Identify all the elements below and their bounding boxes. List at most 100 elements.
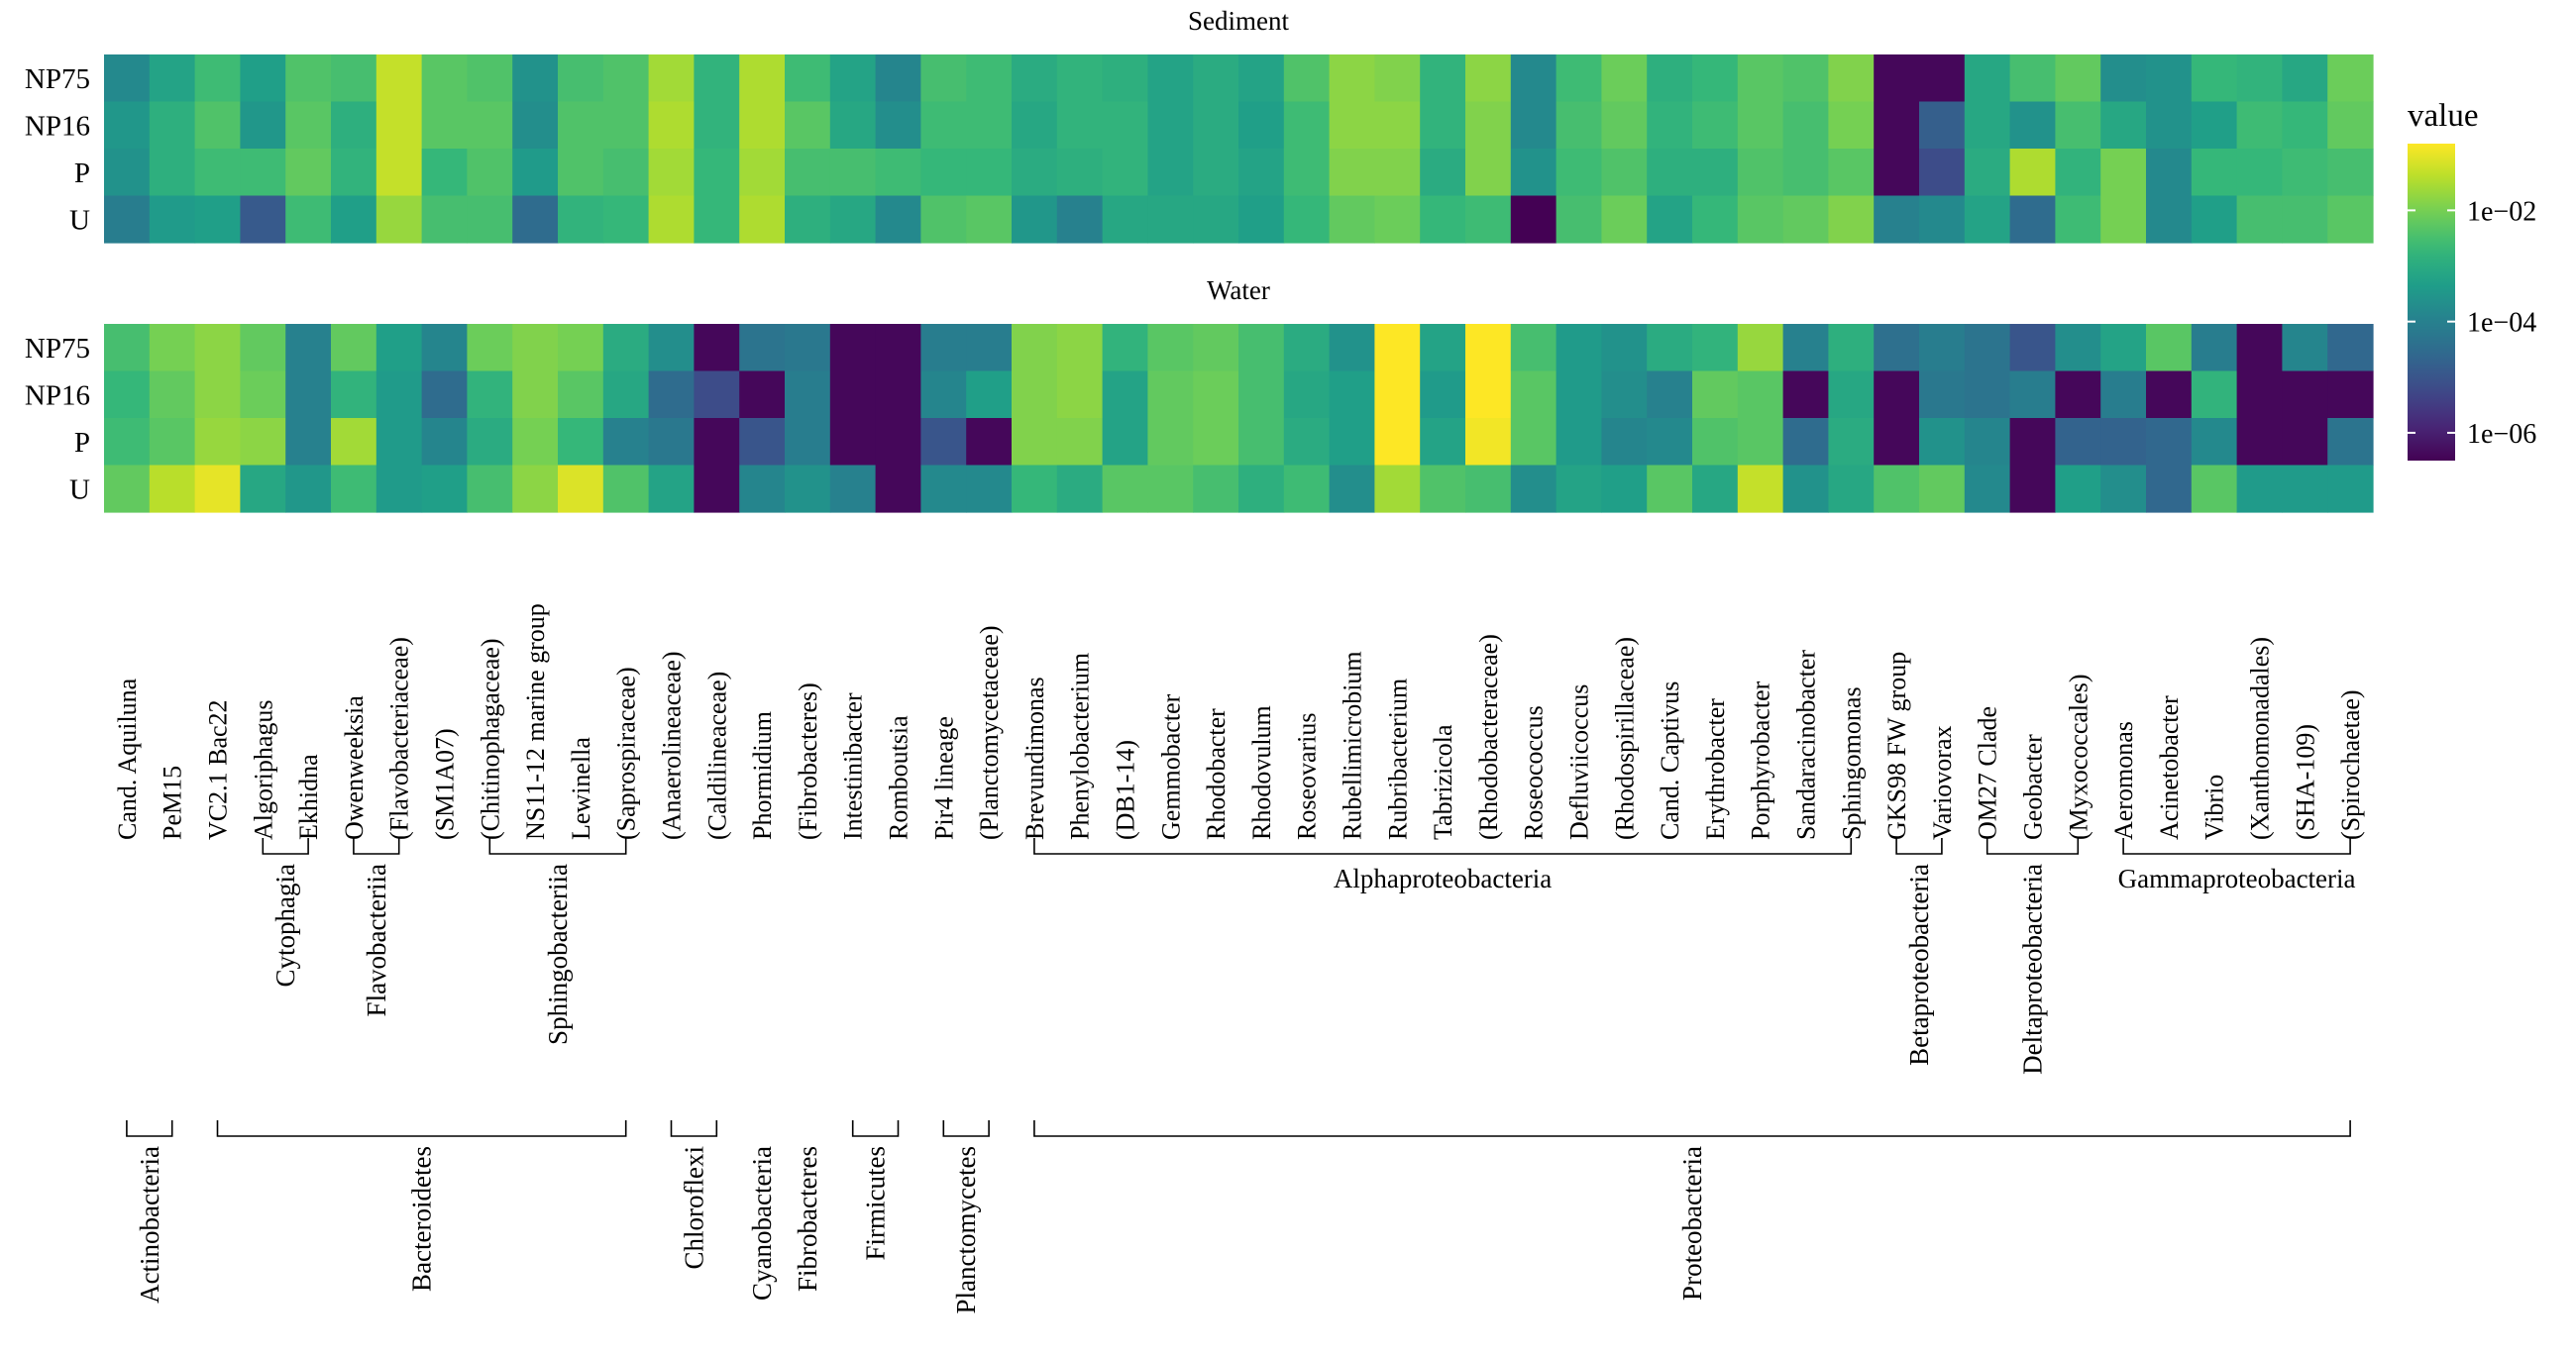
heatmap-cell [602,370,650,419]
heatmap-cell [1056,465,1104,513]
colorbar-tick-label: 1e−06 [2467,419,2536,450]
heatmap-cell [1647,101,1693,150]
heatmap-cell [1465,101,1512,150]
group-bracket: Betaproteobacteria [1895,838,1943,1066]
heatmap-cell [1012,324,1058,372]
heatmap-cell [1147,465,1194,513]
heatmap-cell [1012,101,1058,150]
heatmap-cell [1193,418,1239,467]
heatmap-cell [1556,418,1602,467]
heatmap-cell [829,101,877,150]
heatmap-cell [1420,101,1466,150]
heatmap-cell [421,465,468,513]
heatmap-cell [1102,324,1148,372]
heatmap-cell [1420,465,1466,513]
phylum-bracket: Fibrobacteres [793,1146,822,1292]
heatmap-cell [1420,370,1466,419]
group-bracket: Deltaproteobacteria [1986,838,2080,1075]
heatmap-cell [1919,54,1966,103]
heatmap-cell [421,324,468,372]
heatmap-cell [285,149,332,197]
heatmap-cell [966,370,1013,419]
heatmap-cell [104,149,151,197]
heatmap-cell [1238,101,1285,150]
heatmap-cell [602,54,650,103]
heatmap-cell [512,54,559,103]
column-label: (Chitinophagaceae) [476,638,504,840]
heatmap-cell [1147,195,1194,244]
heatmap-cell [1238,324,1285,372]
heatmap-cell [2191,101,2238,150]
heatmap-cell [2146,149,2193,197]
heatmap-cell [1737,54,1784,103]
heatmap-cell [331,418,377,467]
phylum-label: Fibrobacteres [793,1146,822,1292]
column-label: NS11-12 marine group [521,603,550,840]
heatmap-cell [194,101,241,150]
heatmap-cell [1147,101,1194,150]
heatmap-cell [2191,465,2238,513]
heatmap-cell [1420,418,1466,467]
heatmap-cell [467,101,513,150]
group-label: Cytophagia [270,864,300,987]
heatmap-cell [1964,370,2011,419]
heatmap-cell [1510,149,1557,197]
heatmap-cell [104,101,151,150]
heatmap-cell [512,324,559,372]
heatmap-cell [331,54,377,103]
heatmap-cell [739,149,786,197]
heatmap-cell [739,54,786,103]
heatmap-cell [1193,54,1239,103]
heatmap-cell [512,418,559,467]
heatmap-cell [149,101,196,150]
column-label: (DB1-14) [1112,740,1140,840]
phylum-bracket: Cyanobacteria [747,1146,777,1301]
heatmap-cell [1874,418,1920,467]
heatmap-cell [1874,465,1920,513]
heatmap-cell [1510,54,1557,103]
heatmap-cell [331,324,377,372]
phylum-label: Firmicutes [861,1146,891,1261]
heatmap-cell [376,149,423,197]
heatmap-cell [1056,54,1104,103]
heatmap-cell [739,418,786,467]
heatmap-cell [149,324,196,372]
panel-water: Water NP75 NP16 PU [25,275,2374,513]
group-label: Alphaproteobacteria [1334,864,1552,893]
heatmap-cell [1737,370,1784,419]
heatmap-cell [240,418,286,467]
heatmap-cell [1465,465,1512,513]
heatmap-cell [2191,370,2238,419]
heatmap-cell [920,370,967,419]
heatmap-cell [1465,54,1512,103]
heatmap-cell [966,195,1013,244]
heatmap-cell [1102,195,1148,244]
heatmap-cell [1692,370,1739,419]
column-label: Aeromonas [2109,721,2138,840]
heatmap-cell [2146,101,2193,150]
heatmap-cell [920,101,967,150]
column-label: Geobacter [2019,734,2048,840]
heatmap-cell [1692,418,1739,467]
heatmap-cell [1102,418,1148,467]
heatmap-cell [1828,149,1875,197]
heatmap-cell [1012,149,1058,197]
heatmap-cell [1647,370,1693,419]
heatmap-cell [829,324,877,372]
heatmap-cell [2146,465,2193,513]
heatmap-cell [1329,101,1375,150]
column-label: (Saprospiraceae) [612,667,641,840]
heatmap-cell [1737,465,1784,513]
group-bracket: Sphingobacteriia [488,838,627,1045]
heatmap-cell [1556,195,1602,244]
group-bracket: Alphaproteobacteria [1033,838,1853,893]
heatmap-cell [2055,418,2101,467]
heatmap-cell [966,324,1013,372]
heatmap-cell [1329,54,1375,103]
heatmap-cell [829,54,877,103]
heatmap-cell [194,54,241,103]
heatmap-cell [1420,149,1466,197]
heatmap-cell [2236,195,2283,244]
column-label: VC2.1 Bac22 [204,699,233,840]
heatmap-cell [1056,370,1104,419]
